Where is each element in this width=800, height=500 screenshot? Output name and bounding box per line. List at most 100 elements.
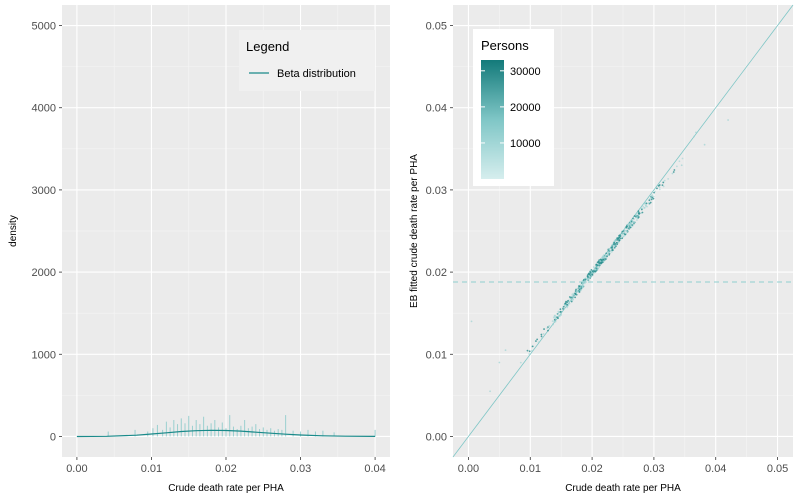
scatter-point — [625, 225, 628, 228]
scatter-point — [636, 216, 639, 219]
left-y-axis: 0 1000 2000 3000 4000 5000 — [32, 21, 62, 443]
scatter-point — [489, 390, 491, 393]
scatter-point — [615, 238, 618, 241]
left-x-tick-label: 0.00 — [66, 463, 87, 475]
histogram-bar — [184, 423, 186, 437]
scatter-point — [543, 328, 545, 330]
scatter-point — [640, 208, 643, 211]
scatter-point — [649, 197, 651, 200]
scatter-point — [626, 230, 629, 233]
scatter-point — [588, 273, 591, 276]
scatter-point — [597, 267, 600, 270]
scatter-point — [600, 261, 603, 264]
scatter-point — [693, 135, 695, 138]
scatter-point — [626, 227, 629, 230]
left-x-tick-label: 0.03 — [290, 463, 311, 475]
histogram-bar — [262, 427, 264, 437]
left-legend-box — [239, 30, 375, 91]
scatter-point — [606, 255, 608, 258]
scatter-point — [586, 275, 589, 278]
histogram-bar — [225, 428, 227, 437]
scatter-point — [648, 199, 651, 202]
scatter-point — [650, 194, 653, 197]
scatter-point — [574, 296, 577, 299]
scatter-point — [607, 253, 610, 256]
histogram-bar — [307, 429, 309, 437]
scatter-point — [658, 188, 661, 191]
scatter-point — [643, 207, 646, 209]
scatter-point — [589, 275, 592, 278]
scatter-point — [651, 196, 654, 199]
right-y-axis-title: EB fitted crude death rate per PHA — [409, 154, 420, 308]
scatter-point — [586, 278, 589, 281]
scatter-point — [536, 338, 539, 341]
right-y-tick-label: 0.03 — [426, 185, 447, 197]
scatter-point — [574, 292, 577, 295]
left-legend-label: Beta distribution — [277, 68, 356, 80]
scatter-point — [591, 273, 594, 275]
scatter-point — [552, 323, 555, 325]
scatter-point — [616, 243, 619, 246]
colorbar-label: 20000 — [510, 102, 541, 114]
scatter-point — [504, 349, 507, 352]
scatter-point — [565, 300, 567, 303]
scatter-point — [595, 266, 598, 269]
scatter-point — [621, 230, 624, 233]
histogram-bar — [374, 429, 376, 437]
scatter-point — [546, 327, 549, 330]
scatter-point — [571, 293, 574, 296]
scatter-point — [641, 211, 644, 214]
scatter-point — [645, 202, 648, 205]
scatter-point — [540, 335, 543, 338]
histogram-bar — [314, 431, 316, 437]
colorbar-label: 30000 — [510, 66, 541, 78]
scatter-point — [588, 277, 590, 280]
left-y-tick-label: 2000 — [32, 267, 56, 279]
histogram-bar — [214, 420, 216, 437]
right-gridlines — [453, 5, 793, 457]
scatter-point — [637, 214, 640, 216]
scatter-point — [620, 232, 623, 235]
left-x-tick-label: 0.04 — [364, 463, 385, 475]
scatter-point — [622, 236, 624, 238]
histogram-bar — [270, 428, 272, 437]
scatter-point — [596, 261, 599, 264]
scatter-point — [564, 302, 567, 304]
right-x-axis-title: Crude death rate per PHA — [565, 483, 681, 494]
histogram-bar — [333, 432, 335, 437]
scatter-point — [548, 325, 551, 327]
scatter-point — [601, 258, 604, 261]
scatter-point — [576, 287, 579, 290]
scatter-point — [618, 234, 620, 237]
right-y-tick-label: 0.01 — [426, 349, 447, 361]
scatter-point — [623, 228, 625, 231]
scatter-point — [633, 218, 635, 220]
scatter-point — [584, 281, 587, 283]
scatter-point — [593, 271, 596, 274]
scatter-point — [703, 143, 706, 146]
scatter-point — [562, 305, 565, 308]
scatter-point — [531, 345, 534, 348]
histogram-bar — [188, 415, 190, 437]
scatter-point — [615, 241, 618, 244]
scatter-point — [576, 289, 579, 292]
scatter-point — [589, 271, 592, 274]
scatter-point — [623, 231, 626, 234]
histogram-bar — [247, 428, 249, 437]
right-y-axis: 0.00 0.01 0.02 0.03 0.04 0.05 — [426, 21, 453, 443]
scatter-point — [526, 349, 529, 352]
scatter-point — [582, 282, 585, 285]
scatter-point — [599, 260, 602, 263]
scatter-point — [652, 195, 655, 198]
left-chart: 0.00 0.01 0.02 0.03 0.04 0 1000 2000 3000 4000 50… — [8, 5, 390, 494]
scatter-point — [617, 241, 620, 244]
histogram-bar — [277, 429, 279, 437]
scatter-point — [673, 169, 676, 171]
histogram-bar — [134, 429, 136, 437]
scatter-point — [578, 286, 581, 289]
scatter-point — [568, 302, 571, 305]
left-y-tick-label: 3000 — [32, 185, 56, 197]
histogram-bar — [165, 421, 167, 437]
histogram-bar — [221, 422, 223, 437]
scatter-point — [582, 284, 585, 287]
